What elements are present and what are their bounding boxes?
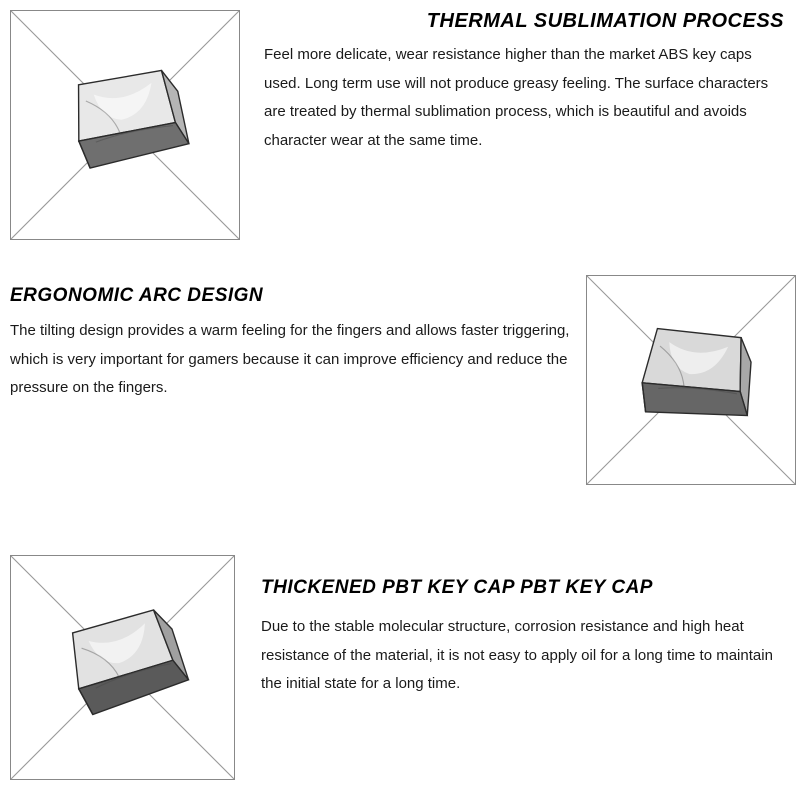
- feature-section-ergonomic: ERGONOMIC ARC DESIGN The tilting design …: [0, 285, 800, 485]
- feature-body: Due to the stable molecular structure, c…: [255, 613, 790, 699]
- text-block-pbt: THICKENED PBT KEY CAP PBT KEY CAP Due to…: [255, 555, 790, 780]
- feature-title: ERGONOMIC ARC DESIGN: [10, 285, 570, 307]
- text-block-ergonomic: ERGONOMIC ARC DESIGN The tilting design …: [0, 285, 580, 485]
- feature-body: Feel more delicate, wear resistance high…: [260, 41, 790, 155]
- keycap-render: [48, 48, 202, 202]
- feature-title: THICKENED PBT KEY CAP PBT KEY CAP: [255, 577, 790, 599]
- feature-title: THERMAL SUBLIMATION PROCESS: [260, 10, 790, 33]
- keycap-render: [610, 299, 772, 461]
- keycap-image-pbt: [10, 555, 235, 780]
- text-block-thermal: THERMAL SUBLIMATION PROCESS Feel more de…: [260, 10, 790, 240]
- keycap-image-ergonomic: [586, 275, 796, 485]
- feature-section-thermal: THERMAL SUBLIMATION PROCESS Feel more de…: [10, 10, 790, 240]
- keycap-render: [39, 584, 205, 750]
- keycap-image-thermal: [10, 10, 240, 240]
- feature-body: The tilting design provides a warm feeli…: [10, 317, 570, 403]
- feature-section-pbt: THICKENED PBT KEY CAP PBT KEY CAP Due to…: [10, 555, 790, 780]
